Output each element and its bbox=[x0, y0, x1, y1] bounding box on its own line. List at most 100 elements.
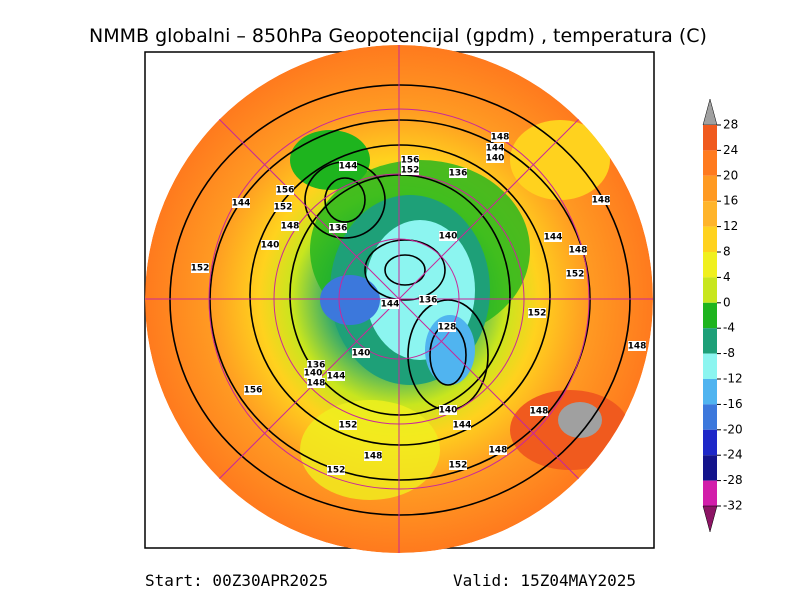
colorbar-bottom bbox=[702, 505, 718, 533]
contour-label-box bbox=[276, 185, 294, 195]
contour-label: 144 bbox=[544, 233, 563, 243]
contour-label: 152 bbox=[327, 466, 346, 476]
contour-label-box bbox=[486, 153, 504, 163]
contour-label-box bbox=[628, 341, 646, 351]
colorbar-segment bbox=[703, 175, 717, 202]
contour-label: 156 bbox=[244, 386, 263, 396]
contour-label-box bbox=[449, 460, 467, 470]
colorbar-label: -16 bbox=[723, 397, 743, 411]
contour-label: 140 bbox=[486, 154, 505, 164]
contour-label-box bbox=[327, 465, 345, 475]
contour-label: 148 bbox=[592, 196, 611, 206]
colorbar-top bbox=[702, 98, 718, 126]
contour-label: 152 bbox=[274, 203, 293, 213]
colorbar-segment bbox=[703, 353, 717, 379]
colorbar-label: 12 bbox=[723, 219, 738, 233]
contour-label: 156 bbox=[401, 156, 420, 166]
contour-label-box bbox=[528, 308, 546, 318]
contour-label: 144 bbox=[453, 421, 472, 431]
colorbar-label: 28 bbox=[723, 118, 738, 132]
contour-label: 152 bbox=[449, 461, 468, 471]
colorbar-segment bbox=[703, 226, 717, 252]
colorbar-segment bbox=[703, 125, 717, 151]
contour-label: 140 bbox=[304, 369, 323, 379]
contour-label-box bbox=[191, 263, 209, 273]
start-time: Start: 00Z30APR2025 bbox=[145, 571, 328, 590]
colorbar-label: -24 bbox=[723, 448, 743, 462]
contour-label-box bbox=[453, 420, 471, 430]
contour-label-box bbox=[439, 231, 457, 241]
contour-label-box bbox=[261, 240, 279, 250]
colorbar-segment bbox=[703, 302, 717, 329]
colorbar-label: -20 bbox=[723, 422, 743, 436]
contour-label-box bbox=[364, 451, 382, 461]
colorbar-segment bbox=[703, 328, 717, 354]
contour-label: 136 bbox=[419, 296, 438, 306]
colorbar-label: -32 bbox=[723, 499, 743, 513]
contour-label: 148 bbox=[569, 246, 588, 256]
contour-label: 152 bbox=[528, 309, 547, 319]
contour-label-box bbox=[489, 445, 507, 455]
contour-label-box bbox=[592, 195, 610, 205]
contour-label: 128 bbox=[438, 323, 457, 333]
contour-label-box bbox=[491, 132, 509, 142]
colorbar-segment bbox=[703, 480, 717, 506]
contour-label: 152 bbox=[339, 421, 358, 431]
contour-label: 144 bbox=[381, 300, 400, 310]
title: NMMB globalni – 850hPa Geopotencijal (gp… bbox=[89, 25, 707, 47]
colorbar-label: -4 bbox=[723, 321, 735, 335]
colorbar-label: -12 bbox=[723, 372, 743, 386]
colorbar-segment bbox=[703, 404, 717, 430]
contour-label: 152 bbox=[566, 270, 585, 280]
colorbar-segment bbox=[703, 379, 717, 405]
contour-label: 144 bbox=[232, 199, 251, 209]
colorbar-label: -8 bbox=[723, 346, 735, 360]
colorbar-segment bbox=[703, 277, 717, 303]
colorbar-segment bbox=[703, 150, 717, 176]
contour-label: 140 bbox=[439, 232, 458, 242]
contour-label: 136 bbox=[307, 361, 326, 371]
contour-label: 152 bbox=[191, 264, 210, 274]
contour-label-box bbox=[544, 232, 562, 242]
colorbar-segment bbox=[703, 429, 717, 456]
contour-label-box bbox=[381, 299, 399, 309]
colorbar-label: 0 bbox=[723, 295, 731, 309]
contour-label: 148 bbox=[281, 222, 300, 232]
colorbar-label: 24 bbox=[723, 143, 738, 157]
contour-label: 144 bbox=[339, 162, 358, 172]
contour-label: 148 bbox=[628, 342, 647, 352]
contour-label: 140 bbox=[439, 406, 458, 416]
contour-label-box bbox=[566, 269, 584, 279]
contour-label-box bbox=[401, 155, 419, 165]
colorbar-segment bbox=[703, 201, 717, 227]
contour-label-box bbox=[274, 202, 292, 212]
contour-label-box bbox=[327, 371, 345, 381]
contour-label: 144 bbox=[486, 144, 505, 154]
contour-label: 148 bbox=[530, 407, 549, 417]
contour-label-box bbox=[439, 405, 457, 415]
contour-label: 148 bbox=[491, 133, 510, 143]
contour-label-box bbox=[339, 420, 357, 430]
contour-label-box bbox=[401, 165, 419, 175]
contour-label-box bbox=[307, 378, 325, 388]
colorbar-label: 4 bbox=[723, 270, 731, 284]
contour-label-box bbox=[419, 295, 437, 305]
contour-label-box bbox=[304, 368, 322, 378]
contour-label: 148 bbox=[364, 452, 383, 462]
contour-label: 148 bbox=[307, 379, 326, 389]
contour-label: 152 bbox=[401, 166, 420, 176]
contour-label: 156 bbox=[276, 186, 295, 196]
contour-label-box bbox=[530, 406, 548, 416]
colorbar-label: 16 bbox=[723, 194, 738, 208]
contour-label: 140 bbox=[352, 349, 371, 359]
contour-label: 140 bbox=[261, 241, 280, 251]
contour-label-box bbox=[486, 143, 504, 153]
colorbar-label: 20 bbox=[723, 168, 738, 182]
contour-label: 144 bbox=[327, 372, 346, 382]
contour-label-box bbox=[329, 223, 347, 233]
contour-label: 136 bbox=[449, 169, 468, 179]
contour-label-box bbox=[281, 221, 299, 231]
contour-label: 136 bbox=[329, 224, 348, 234]
contour-label-box bbox=[307, 360, 325, 370]
